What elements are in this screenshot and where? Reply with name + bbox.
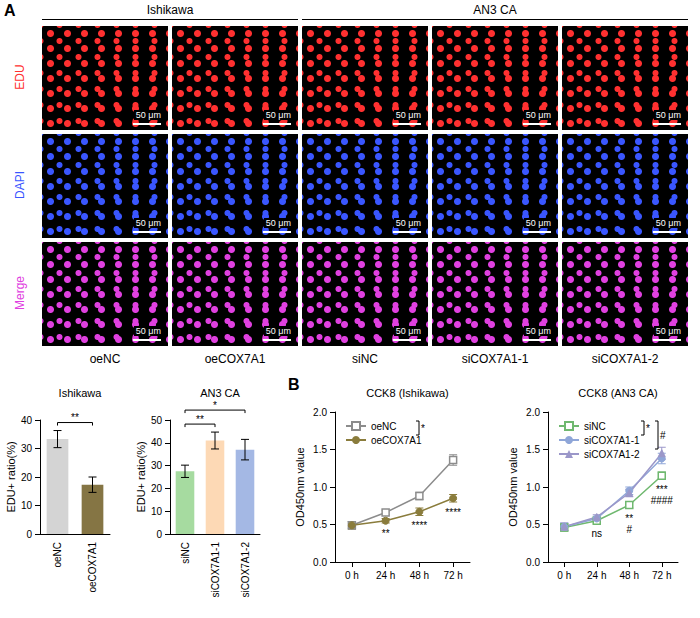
svg-text:**: ** — [196, 414, 204, 425]
html-text:Merge: Merge — [13, 276, 27, 310]
svg-text:2.0: 2.0 — [313, 407, 327, 418]
svg-text:#: # — [660, 430, 666, 441]
svg-text:siCOX7A1-2: siCOX7A1-2 — [240, 542, 251, 598]
svg-text:0.0: 0.0 — [313, 557, 327, 568]
svg-text:40: 40 — [21, 415, 33, 426]
svg-text:siNC: siNC — [180, 542, 191, 564]
svg-text:0.5: 0.5 — [313, 519, 327, 530]
svg-text:72 h: 72 h — [443, 570, 462, 581]
svg-text:0.5: 0.5 — [526, 519, 540, 530]
svg-text:10: 10 — [151, 506, 163, 517]
svg-text:oeNC: oeNC — [371, 421, 397, 432]
svg-text:CCK8 (AN3 CA): CCK8 (AN3 CA) — [578, 387, 657, 399]
svg-text:****: **** — [445, 507, 461, 518]
svg-text:20: 20 — [151, 483, 163, 494]
svg-text:0 h: 0 h — [557, 570, 571, 581]
svg-text:Ishikawa: Ishikawa — [59, 387, 103, 399]
svg-text:CCK8 (Ishikawa): CCK8 (Ishikawa) — [366, 387, 449, 399]
html-text:Ishikawa: Ishikawa — [146, 3, 194, 17]
html-text:DAPI: DAPI — [13, 171, 27, 199]
svg-text:oeCOX7A1: oeCOX7A1 — [87, 542, 98, 593]
html-text:AN3 CA: AN3 CA — [473, 3, 517, 17]
svg-text:#: # — [626, 524, 632, 535]
html-text:50 μm: 50 μm — [525, 110, 551, 120]
svg-text:siNC: siNC — [584, 421, 606, 432]
html-text:50 μm: 50 μm — [135, 326, 161, 336]
svg-text:1.0: 1.0 — [313, 482, 327, 493]
html-text:50 μm: 50 μm — [135, 110, 161, 120]
svg-text:*: * — [646, 423, 650, 434]
svg-text:*: * — [421, 423, 425, 434]
html-text:50 μm: 50 μm — [395, 218, 421, 228]
html-text:50 μm: 50 μm — [265, 110, 291, 120]
html-text:50 μm: 50 μm — [655, 218, 681, 228]
svg-text:48 h: 48 h — [620, 570, 639, 581]
html-text:50 μm: 50 μm — [525, 326, 551, 336]
svg-text:48 h: 48 h — [410, 570, 429, 581]
svg-text:40: 40 — [151, 437, 163, 448]
html-text:50 μm: 50 μm — [395, 326, 421, 336]
svg-text:oeNC: oeNC — [52, 542, 63, 568]
svg-text:24 h: 24 h — [587, 570, 606, 581]
svg-text:1.5: 1.5 — [313, 444, 327, 455]
svg-text:0.0: 0.0 — [526, 557, 540, 568]
svg-text:siCOX7A1-1: siCOX7A1-1 — [210, 542, 221, 598]
svg-text:1.5: 1.5 — [526, 444, 540, 455]
svg-text:1.0: 1.0 — [526, 482, 540, 493]
svg-text:siCOX7A1-2: siCOX7A1-2 — [584, 449, 640, 460]
html-text:siCOX7A1-1: siCOX7A1-1 — [461, 352, 529, 366]
svg-text:EDU+ ratio(%): EDU+ ratio(%) — [135, 441, 147, 512]
svg-text:2.0: 2.0 — [526, 407, 540, 418]
svg-text:OD450nm value: OD450nm value — [294, 447, 306, 527]
html-text:50 μm: 50 μm — [655, 326, 681, 336]
svg-text:****: **** — [412, 520, 428, 531]
html-text:50 μm: 50 μm — [525, 218, 551, 228]
svg-text:30: 30 — [21, 443, 33, 454]
svg-text:30: 30 — [151, 460, 163, 471]
svg-text:ns: ns — [591, 528, 602, 539]
html-text:50 μm: 50 μm — [655, 110, 681, 120]
svg-text:50: 50 — [151, 415, 163, 426]
svg-text:20: 20 — [21, 472, 33, 483]
svg-text:0: 0 — [26, 529, 32, 540]
svg-text:0: 0 — [156, 529, 162, 540]
svg-text:72 h: 72 h — [652, 570, 671, 581]
html-text:oeCOX7A1: oeCOX7A1 — [204, 352, 266, 366]
html-text:50 μm: 50 μm — [135, 218, 161, 228]
html-text:A: A — [4, 2, 16, 19]
svg-text:AN3 CA: AN3 CA — [200, 387, 240, 399]
svg-text:0 h: 0 h — [345, 570, 359, 581]
svg-text:**: ** — [382, 528, 390, 539]
svg-text:10: 10 — [21, 500, 33, 511]
svg-text:**: ** — [625, 513, 633, 524]
html-text:siCOX7A1-2: siCOX7A1-2 — [591, 352, 659, 366]
html-text:EDU: EDU — [13, 64, 27, 90]
svg-text:24 h: 24 h — [376, 570, 395, 581]
svg-text:EDU+ ratio(%): EDU+ ratio(%) — [5, 441, 17, 512]
html-text:oeNC: oeNC — [89, 352, 121, 366]
html-text:50 μm: 50 μm — [265, 218, 291, 228]
html-text:siNC: siNC — [352, 352, 378, 366]
svg-text:*: * — [213, 400, 217, 411]
svg-text:OD450nm value: OD450nm value — [507, 447, 519, 527]
html-text:50 μm: 50 μm — [395, 110, 421, 120]
html-text:50 μm: 50 μm — [265, 326, 291, 336]
svg-text:####: #### — [651, 495, 674, 506]
svg-text:B: B — [288, 376, 300, 393]
svg-text:siCOX7A1-1: siCOX7A1-1 — [584, 435, 640, 446]
svg-text:**: ** — [71, 412, 79, 423]
svg-text:oeCOX7A1: oeCOX7A1 — [371, 435, 422, 446]
svg-text:***: *** — [656, 484, 668, 495]
